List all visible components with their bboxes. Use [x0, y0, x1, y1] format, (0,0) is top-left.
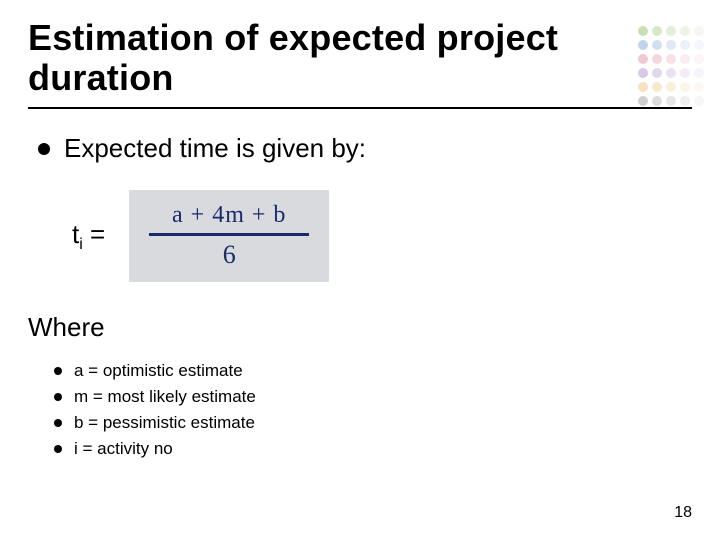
deco-dot-icon — [694, 54, 704, 64]
bullet-dot-icon — [54, 393, 62, 401]
deco-dot-icon — [680, 96, 690, 106]
bullet-dot-icon — [38, 143, 50, 155]
deco-dot-icon — [638, 40, 648, 50]
deco-dot-icon — [680, 68, 690, 78]
deco-dot-icon — [652, 54, 662, 64]
deco-dot-icon — [652, 82, 662, 92]
definition-text: i = activity no — [74, 439, 173, 459]
definition-text: a = optimistic estimate — [74, 361, 243, 381]
list-item: b = pessimistic estimate — [54, 413, 692, 433]
slide-title: Estimation of expected project duration — [28, 18, 692, 97]
formula-equals: = — [90, 219, 105, 249]
decorative-dot-grid — [638, 26, 704, 106]
deco-dot-icon — [694, 82, 704, 92]
definitions-list: a = optimistic estimate m = most likely … — [54, 361, 692, 459]
main-bullet: Expected time is given by: — [38, 133, 692, 164]
deco-dot-icon — [666, 40, 676, 50]
title-rule — [28, 107, 692, 109]
list-item: m = most likely estimate — [54, 387, 692, 407]
deco-dot-icon — [666, 68, 676, 78]
deco-dot-icon — [666, 96, 676, 106]
deco-dot-icon — [652, 68, 662, 78]
deco-dot-icon — [638, 68, 648, 78]
deco-dot-icon — [694, 68, 704, 78]
deco-dot-icon — [652, 26, 662, 36]
deco-dot-icon — [694, 26, 704, 36]
formula-numerator: a + 4m + b — [172, 202, 286, 229]
deco-dot-icon — [680, 54, 690, 64]
slide: Estimation of expected project duration … — [0, 0, 720, 540]
where-label: Where — [28, 312, 692, 343]
formula-subscript: i — [79, 236, 83, 253]
definition-text: m = most likely estimate — [74, 387, 256, 407]
deco-dot-icon — [694, 40, 704, 50]
formula-row: ti = a + 4m + b 6 — [72, 190, 692, 282]
bullet-dot-icon — [54, 445, 62, 453]
definition-text: b = pessimistic estimate — [74, 413, 255, 433]
deco-dot-icon — [666, 82, 676, 92]
list-item: a = optimistic estimate — [54, 361, 692, 381]
formula-lhs: ti = — [72, 219, 105, 254]
deco-dot-icon — [666, 26, 676, 36]
handwritten-formula-image: a + 4m + b 6 — [129, 190, 329, 282]
deco-dot-icon — [638, 54, 648, 64]
deco-dot-icon — [638, 82, 648, 92]
deco-dot-icon — [680, 82, 690, 92]
deco-dot-icon — [680, 26, 690, 36]
main-bullet-text: Expected time is given by: — [64, 133, 366, 164]
deco-dot-icon — [652, 96, 662, 106]
deco-dot-icon — [666, 54, 676, 64]
page-number: 18 — [674, 504, 692, 522]
formula-denominator: 6 — [223, 240, 236, 270]
deco-dot-icon — [652, 40, 662, 50]
deco-dot-icon — [638, 96, 648, 106]
bullet-dot-icon — [54, 367, 62, 375]
deco-dot-icon — [638, 26, 648, 36]
list-item: i = activity no — [54, 439, 692, 459]
deco-dot-icon — [680, 40, 690, 50]
deco-dot-icon — [694, 96, 704, 106]
fraction-bar-icon — [149, 233, 309, 236]
bullet-dot-icon — [54, 419, 62, 427]
